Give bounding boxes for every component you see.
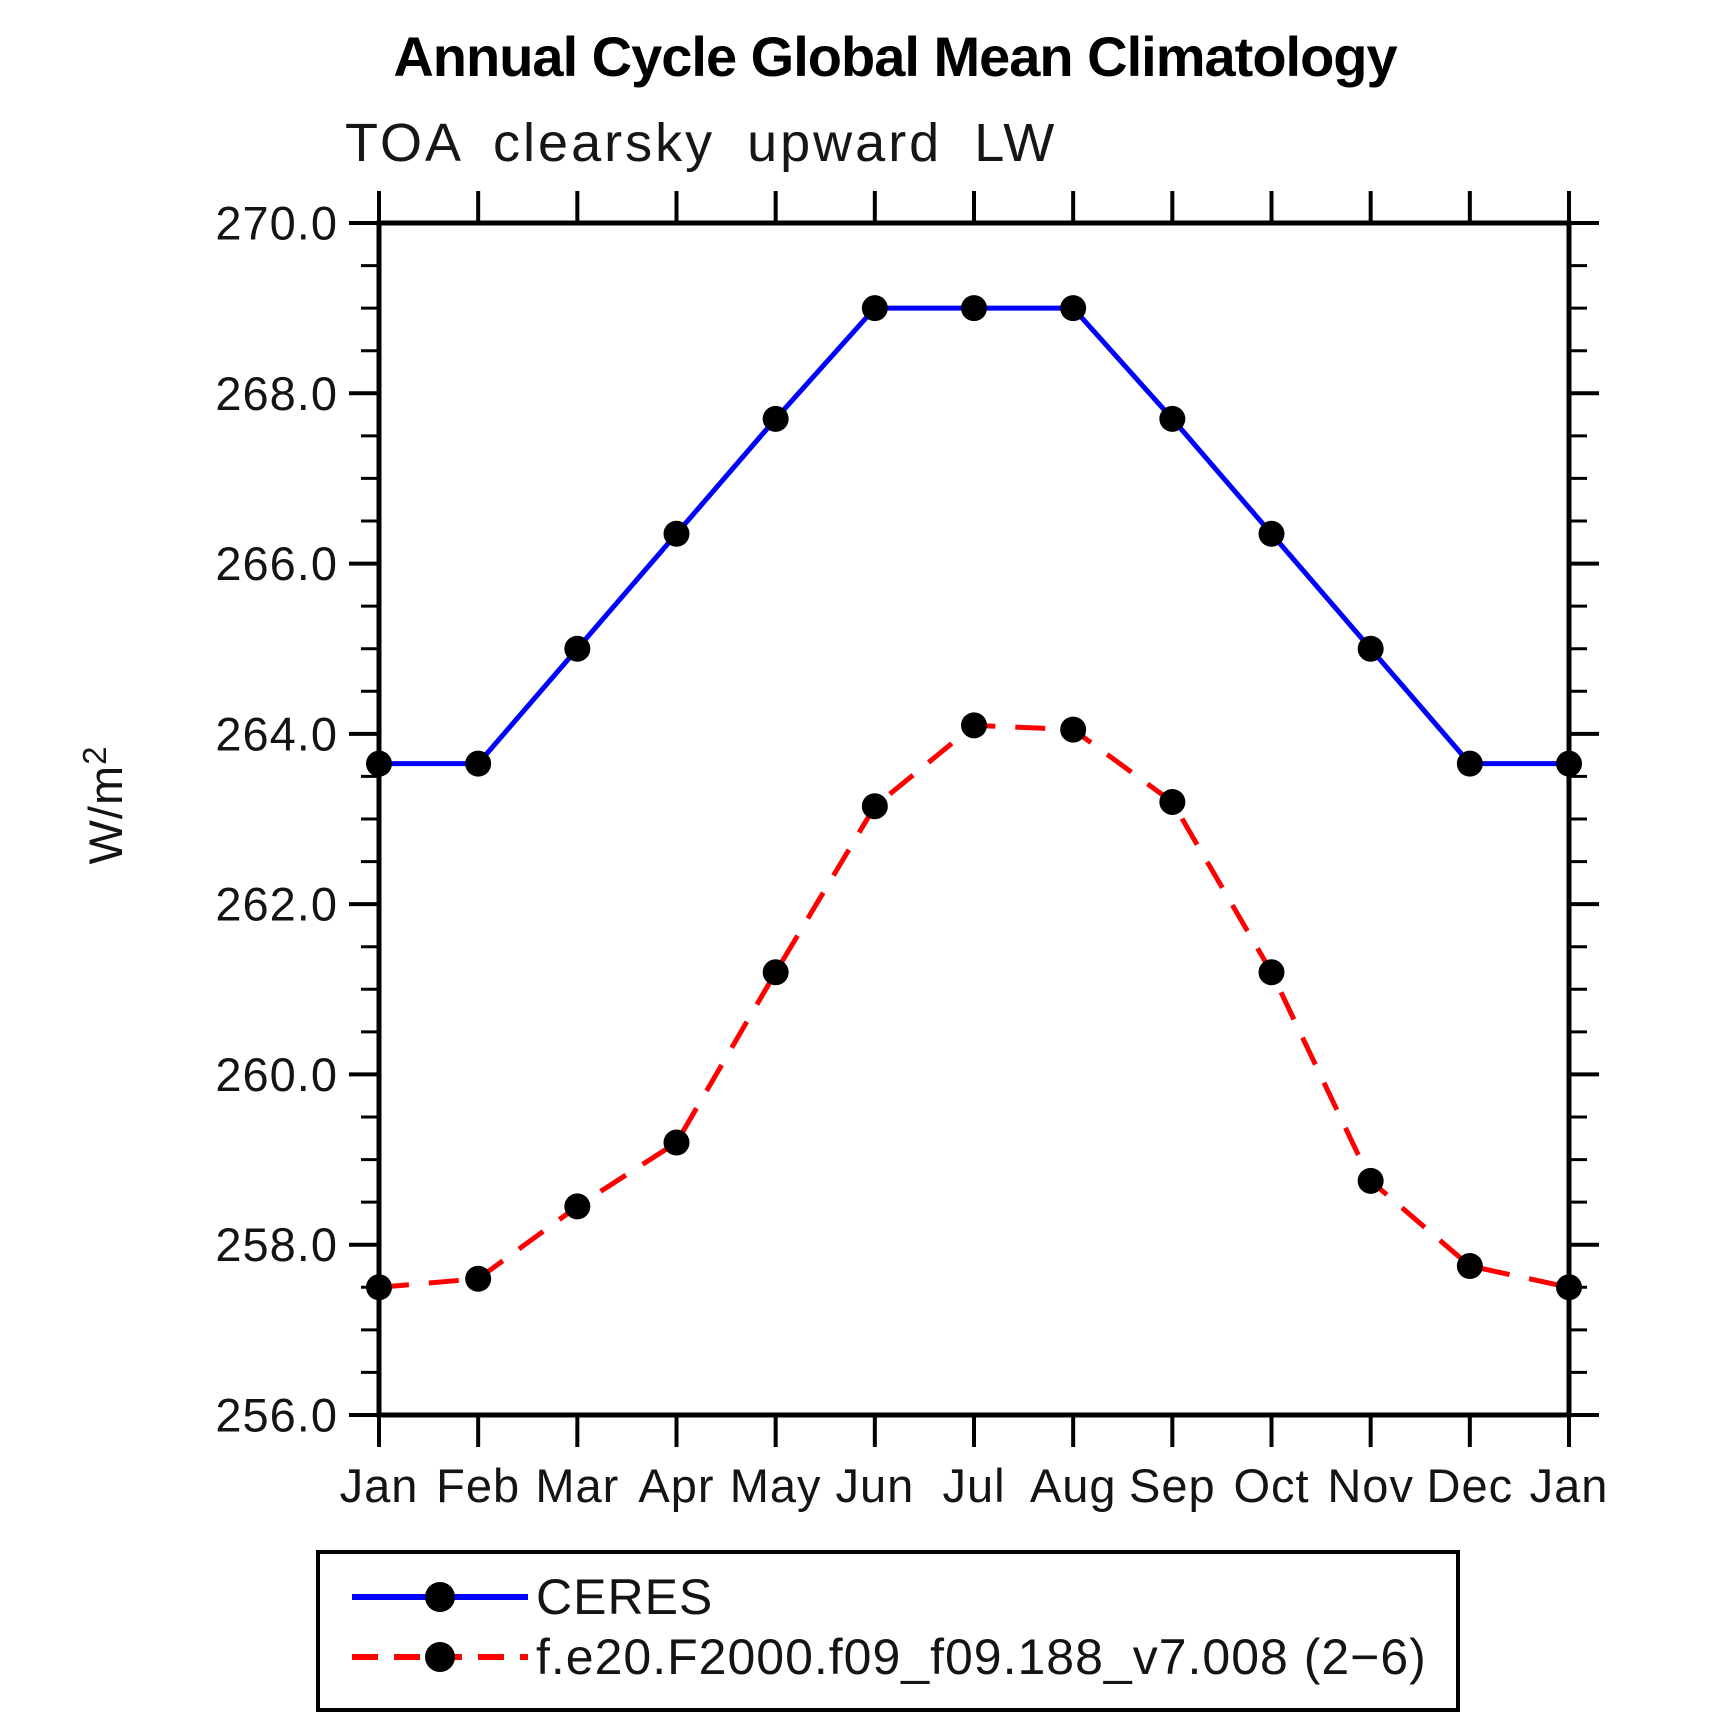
series-model-marker — [1357, 1167, 1384, 1194]
series-ceres-marker — [465, 750, 492, 777]
y-tick-label: 270.0 — [215, 197, 338, 250]
x-tick-label: Dec — [1427, 1459, 1514, 1512]
x-tick-label: Apr — [638, 1459, 714, 1512]
y-tick-label: 268.0 — [215, 367, 338, 420]
y-tick-label: 262.0 — [215, 878, 338, 931]
legend-box — [316, 1550, 1460, 1712]
series-ceres-marker — [564, 635, 591, 662]
y-axis-title-base: W/m — [79, 765, 132, 865]
series-model-marker — [961, 712, 987, 739]
series-ceres-marker — [663, 520, 690, 547]
series-ceres-marker — [961, 295, 987, 322]
x-tick-label: Jun — [835, 1459, 914, 1512]
legend-ceres-dot — [425, 1582, 455, 1612]
chart-subtitle: TOA clearsky upward LW — [345, 113, 1058, 173]
series-ceres-marker — [366, 750, 392, 777]
x-tick-label: Jan — [340, 1459, 419, 1512]
x-tick-label: Jul — [942, 1459, 1005, 1512]
plot-area: 256.0 258.0 260.0 262.0 264.0 266.0 268.0 270.0… — [215, 191, 1609, 1712]
legend-model-dot — [425, 1642, 455, 1672]
legend-model-label: f.e20.F2000.f09_f09.188_v7.008 (2−6) — [536, 1629, 1427, 1685]
series-ceres-marker — [1258, 520, 1285, 547]
series-ceres-line — [379, 305, 1569, 767]
series-model-marker — [1159, 788, 1186, 815]
series-ceres-marker — [1060, 295, 1087, 322]
x-tick-label: Jan — [1530, 1459, 1609, 1512]
series-model-marker — [564, 1193, 591, 1220]
series-model-marker — [663, 1129, 690, 1156]
series-model-marker — [861, 793, 888, 820]
x-tick-label: Sep — [1129, 1459, 1216, 1512]
y-tick-label: 264.0 — [215, 707, 338, 760]
series-ceres-marker — [1159, 405, 1186, 432]
series-ceres-marker — [1456, 750, 1483, 777]
y-tick-label: 256.0 — [215, 1389, 338, 1442]
series-model-marker — [1556, 1274, 1582, 1301]
plot-frame — [376, 220, 1572, 1418]
series-model-line — [378, 722, 1570, 1290]
y-tick-label: 260.0 — [215, 1048, 338, 1101]
x-tick-label: May — [730, 1459, 822, 1512]
x-tick-label: Oct — [1233, 1459, 1309, 1512]
x-tick-label: Feb — [436, 1459, 520, 1512]
x-tick-label: Mar — [535, 1459, 619, 1512]
y-axis-title: W/m2 — [76, 746, 132, 865]
series-ceres-marker — [861, 295, 888, 322]
y-tick-label: 258.0 — [215, 1218, 338, 1271]
y-tick-label: 266.0 — [215, 537, 338, 590]
series-model-marker — [762, 959, 789, 986]
series-model-marker — [1456, 1253, 1483, 1279]
x-tick-label: Aug — [1030, 1459, 1117, 1512]
series-model-marker — [1060, 716, 1087, 743]
chart-title: Annual Cycle Global Mean Climatology — [393, 25, 1397, 88]
x-tick-label: Nov — [1327, 1459, 1414, 1512]
y-axis-title-exponent: 2 — [76, 746, 113, 765]
series-model-marker — [465, 1265, 492, 1292]
legend-ceres-label: CERES — [536, 1569, 713, 1625]
series-ceres-marker — [1556, 750, 1582, 777]
series-model-marker — [1258, 959, 1285, 986]
series-ceres-marker — [762, 405, 789, 432]
series-ceres-marker — [1357, 635, 1384, 662]
series-model-marker — [366, 1274, 392, 1301]
